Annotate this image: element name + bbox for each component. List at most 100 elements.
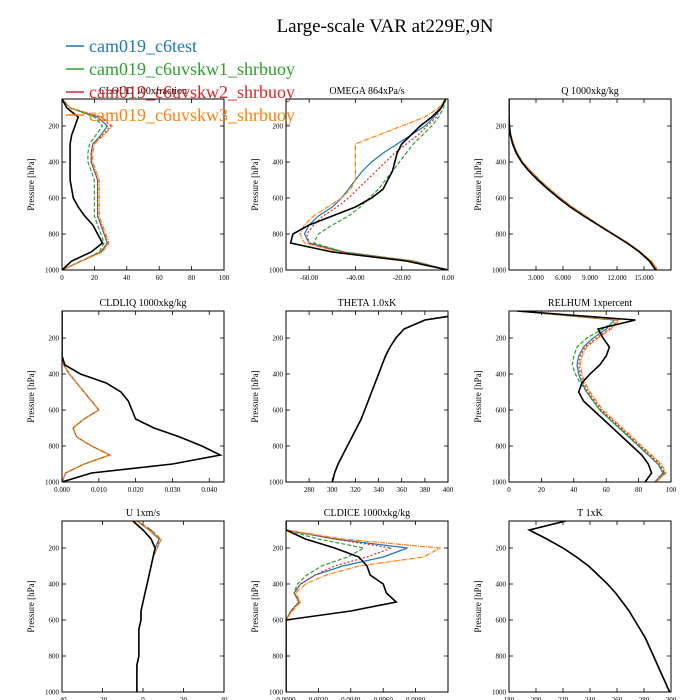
plot-frame [285, 310, 449, 483]
y-tick-label: 1000 [269, 479, 284, 487]
x-tick-label: -20 [98, 696, 108, 700]
x-tick-label: 0.0080 [406, 696, 426, 700]
reference-line [509, 99, 657, 270]
cam019_c6uvskw2_shrbuoy-line [306, 99, 448, 270]
x-tick-label: 20 [538, 486, 546, 494]
panel-0: CLOUD 100xfraction 0 20 40 60 80 100 200 400 600 8… [26, 86, 230, 282]
panel-2: Q 1000xkg/kg 3.000 6.000 9.000 12.000 15.000 2… [473, 86, 672, 282]
x-tick-label: -20.00 [393, 274, 412, 282]
x-tick-label: 220 [558, 696, 569, 700]
panel-1: OMEGA 864xPa/s -60.00 -40.00 -20.00 0.00 200 4… [250, 86, 455, 282]
panel-7: CLDICE 1000xkg/kg 0.0000 0.0020 0.0040 0.006… [250, 508, 449, 700]
cam019_c6uvskw3_shrbuoy-line [62, 311, 112, 482]
cam019_c6uvskw3_shrbuoy-line [286, 521, 442, 692]
y-tick-label: 800 [496, 653, 507, 661]
cam019_c6uvskw2_shrbuoy-line [62, 99, 112, 270]
y-tick-label: 600 [49, 617, 60, 625]
y-tick-label: 400 [496, 581, 507, 589]
y-tick-label: 600 [273, 407, 284, 415]
panel-title: Q 1000xkg/kg [561, 86, 619, 97]
cam019_c6uvskw3_shrbuoy-line [517, 311, 667, 482]
plot-frame [61, 520, 225, 693]
y-tick-label: 1000 [492, 689, 507, 697]
reference-line [289, 99, 448, 270]
cam019_c6uvskw2_shrbuoy-line [527, 521, 671, 692]
y-tick-label: 1000 [492, 267, 507, 275]
cam019_c6uvskw1_shrbuoy-line [527, 521, 671, 692]
x-tick-label: 9.000 [582, 274, 598, 282]
panel-4: THETA 1.0xK 280 300 320 340 360 380 400 200 400 60… [250, 298, 454, 494]
x-tick-label: 60 [156, 274, 164, 282]
plot-frame [61, 310, 225, 483]
y-tick-label: 800 [273, 443, 284, 451]
panel-title: CLDLIQ 1000xkg/kg [100, 298, 187, 309]
y-tick-label: 200 [496, 545, 507, 553]
cam019_c6uvskw3_shrbuoy-line [136, 521, 162, 692]
panel-title: CLDICE 1000xkg/kg [324, 508, 410, 519]
y-axis-label: Pressure [hPa] [250, 158, 260, 210]
y-axis-label: Pressure [hPa] [26, 580, 36, 632]
legend: cam019_c6test cam019_c6uvskw1_shrbuoy cam0… [66, 36, 295, 125]
x-tick-label: 12.000 [607, 274, 627, 282]
reference-line [132, 521, 156, 692]
x-tick-label: -40 [57, 696, 67, 700]
x-tick-label: 200 [531, 696, 542, 700]
y-tick-label: 1000 [269, 689, 284, 697]
x-tick-label: 100 [219, 274, 230, 282]
y-tick-label: 400 [496, 371, 507, 379]
cam019_c6test-line [527, 521, 671, 692]
reference-line [527, 521, 671, 692]
legend-label: cam019_c6uvskw1_shrbuoy [89, 59, 295, 79]
cam019_c6uvskw1_shrbuoy-line [286, 521, 366, 692]
x-tick-label: 0.020 [128, 486, 144, 494]
x-tick-label: 0.0000 [276, 696, 296, 700]
y-tick-label: 200 [496, 123, 507, 131]
x-tick-label: 240 [585, 696, 596, 700]
y-tick-label: 800 [496, 443, 507, 451]
x-tick-label: 0.000 [54, 486, 70, 494]
cam019_c6uvskw3_shrbuoy-line [527, 521, 671, 692]
legend-label: cam019_c6uvskw2_shrbuoy [89, 82, 295, 102]
cam019_c6test-line [286, 521, 408, 692]
y-tick-label: 1000 [45, 479, 60, 487]
x-tick-label: 40 [123, 274, 131, 282]
y-tick-label: 200 [273, 123, 284, 131]
cam019_c6uvskw2_shrbuoy-line [331, 315, 448, 482]
x-tick-label: 400 [443, 486, 454, 494]
y-tick-label: 1000 [269, 267, 284, 275]
y-tick-label: 400 [496, 159, 507, 167]
x-tick-label: -40.00 [346, 274, 365, 282]
x-tick-label: 15.000 [634, 274, 654, 282]
x-tick-label: 100 [666, 486, 677, 494]
cam019_c6uvskw3_shrbuoy-line [509, 99, 658, 270]
legend-label: cam019_c6test [89, 36, 197, 56]
x-tick-label: 0.0060 [374, 696, 394, 700]
x-tick-label: 0.0040 [341, 696, 361, 700]
figure-title: Large-scale VAR at229E,9N [277, 16, 494, 37]
plot-frame [508, 310, 672, 483]
x-tick-label: 320 [350, 486, 361, 494]
x-tick-label: 280 [304, 486, 315, 494]
x-tick-label: 300 [666, 696, 677, 700]
panel-6: U 1xm/s -40 -20 0 20 40 200 400 600 800 1000 Pressu… [26, 508, 228, 700]
cam019_c6uvskw1_shrbuoy-line [517, 311, 666, 482]
y-tick-label: 600 [273, 195, 284, 203]
y-axis-label: Pressure [hPa] [250, 580, 260, 632]
panel-title: T 1xK [577, 508, 603, 519]
x-tick-label: 20 [180, 696, 188, 700]
y-axis-label: Pressure [hPa] [26, 370, 36, 422]
y-axis-label: Pressure [hPa] [473, 370, 483, 422]
x-tick-label: 0.010 [91, 486, 107, 494]
plot-frame [508, 98, 672, 271]
y-tick-label: 200 [49, 123, 60, 131]
cam019_c6test-line [509, 99, 658, 270]
y-tick-label: 600 [496, 617, 507, 625]
cam019_c6uvskw3_shrbuoy-line [299, 99, 448, 270]
y-tick-label: 600 [496, 407, 507, 415]
legend-item: cam019_c6uvskw2_shrbuoy [66, 82, 295, 102]
y-tick-label: 800 [49, 231, 60, 239]
x-tick-label: -60.00 [300, 274, 319, 282]
y-tick-label: 400 [273, 581, 284, 589]
panel-title: U 1xm/s [126, 508, 160, 519]
